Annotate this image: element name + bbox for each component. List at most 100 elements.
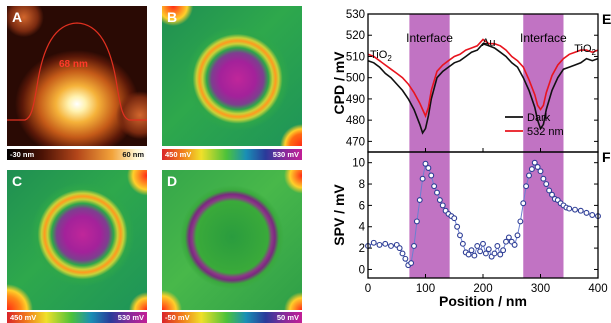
spv-point-35 [480, 240, 486, 247]
colorbar-d: -50 mV 50 mV [162, 312, 302, 323]
xtick-label-0: 0 [365, 283, 371, 295]
spv-point-1 [370, 239, 377, 246]
spv-point-27 [457, 232, 463, 239]
panel-c-cpd-532nm: C [7, 170, 147, 310]
spv-ytick-label-6: 6 [359, 200, 365, 212]
cpd-ytick-label-470: 470 [346, 136, 365, 148]
spv-point-2 [376, 241, 383, 248]
spv-point-53 [531, 159, 538, 166]
spv-point-15 [422, 160, 429, 167]
cpd-ytick-label-520: 520 [346, 30, 365, 42]
colorbar-b: 450 mV 530 mV [162, 149, 302, 160]
spv-point-7 [399, 250, 406, 257]
cpd-line-dark [367, 42, 599, 135]
spv-point-26 [454, 223, 461, 230]
xtick-label-400: 400 [588, 283, 607, 295]
height-profile-line [7, 22, 147, 121]
spv-point-67 [577, 207, 584, 214]
spv-point-66 [572, 206, 578, 213]
panel-b-cpd-dark: B [162, 6, 302, 146]
spv-point-44 [505, 234, 512, 241]
cpd-annotation-1: Interface [406, 31, 453, 45]
interface-band-2 [523, 14, 564, 278]
height-label: 68 nm [59, 59, 88, 70]
xtick-label-200: 200 [473, 283, 492, 295]
spv-ytick-label-0: 0 [359, 264, 365, 276]
spv-point-57 [543, 181, 550, 187]
spv-point-12 [413, 218, 420, 225]
panel-a-topography: A 68 nm [7, 6, 147, 146]
panel-label-c: C [12, 173, 23, 189]
cpd-y-axis-label: CPD / mV [331, 51, 347, 115]
colorbar-d-max: 50 mV [276, 313, 299, 322]
spv-ytick-label-8: 8 [359, 179, 365, 191]
spv-point-11 [411, 243, 417, 249]
spv-point-42 [500, 247, 507, 254]
cpd-annotation-0: TiO2 [370, 49, 392, 63]
cpd-ytick-label-530: 530 [346, 9, 365, 21]
spv-point-8 [402, 255, 409, 262]
cpd-annotation-2: Au [482, 37, 495, 49]
spv-point-31 [468, 247, 475, 254]
xtick-label-300: 300 [531, 283, 550, 295]
colorbar-a-max: 60 nm [122, 150, 144, 159]
interface-band-1 [409, 14, 450, 278]
colorbar-a: -30 nm 60 nm [7, 149, 147, 160]
cpd-ytick-label-510: 510 [346, 51, 365, 63]
spv-point-47 [514, 232, 521, 239]
spv-ytick-label-2: 2 [359, 243, 365, 255]
panel-label-d: D [167, 173, 178, 189]
spv-point-54 [534, 163, 541, 170]
spv-point-32 [471, 252, 478, 259]
spv-point-18 [431, 183, 438, 190]
spv-point-51 [526, 172, 532, 179]
xtick-label-100: 100 [416, 283, 435, 295]
spv-point-6 [396, 245, 403, 252]
cpd-ytick-label-490: 490 [346, 94, 365, 106]
spv-point-48 [517, 218, 524, 225]
legend-label-1: 532 nm [527, 126, 564, 138]
spv-point-16 [425, 165, 432, 171]
colorbar-c-max: 530 mV [117, 313, 144, 322]
spv-ytick-label-4: 4 [359, 222, 366, 234]
spv-point-58 [546, 187, 553, 194]
colorbar-a-min: -30 nm [10, 150, 35, 159]
spv-point-25 [451, 215, 458, 222]
spv-point-55 [537, 168, 544, 175]
spv-point-52 [528, 166, 535, 173]
x-axis-label: Position / nm [439, 293, 527, 309]
spv-point-21 [439, 202, 446, 209]
legend-label-0: Dark [527, 112, 551, 124]
colorbar-c: 450 mV 530 mV [7, 312, 147, 323]
spv-point-17 [428, 172, 435, 179]
colorbar-b-max: 530 mV [272, 150, 299, 159]
spv-point-4 [388, 243, 394, 249]
spv-point-34 [477, 248, 484, 255]
spv-point-20 [436, 197, 443, 204]
spv-ytick-label-10: 10 [352, 158, 365, 170]
colorbar-d-min: -50 mV [165, 313, 190, 322]
spv-point-43 [503, 238, 509, 245]
panel-label-a: A [12, 9, 23, 25]
spv-point-68 [583, 209, 590, 216]
colorbar-c-min: 450 mV [10, 313, 37, 322]
spv-point-46 [511, 241, 518, 248]
spv-point-10 [408, 260, 415, 267]
spv-point-37 [485, 246, 492, 253]
spv-point-69 [589, 212, 596, 218]
spv-point-28 [459, 240, 466, 247]
spv-point-30 [465, 251, 472, 258]
spv-point-65 [566, 205, 573, 212]
spv-point-41 [497, 251, 504, 258]
panel-d-spv-map: D [162, 170, 302, 310]
spv-point-13 [416, 197, 423, 204]
colorbar-b-min: 450 mV [165, 150, 192, 159]
spv-point-19 [434, 189, 440, 196]
panel-label-f: F [602, 149, 611, 165]
spv-point-14 [419, 175, 426, 182]
spv-point-59 [549, 191, 555, 198]
cpd-ytick-label-480: 480 [346, 115, 365, 127]
spv-point-33 [474, 243, 481, 249]
spv-point-49 [520, 200, 527, 207]
